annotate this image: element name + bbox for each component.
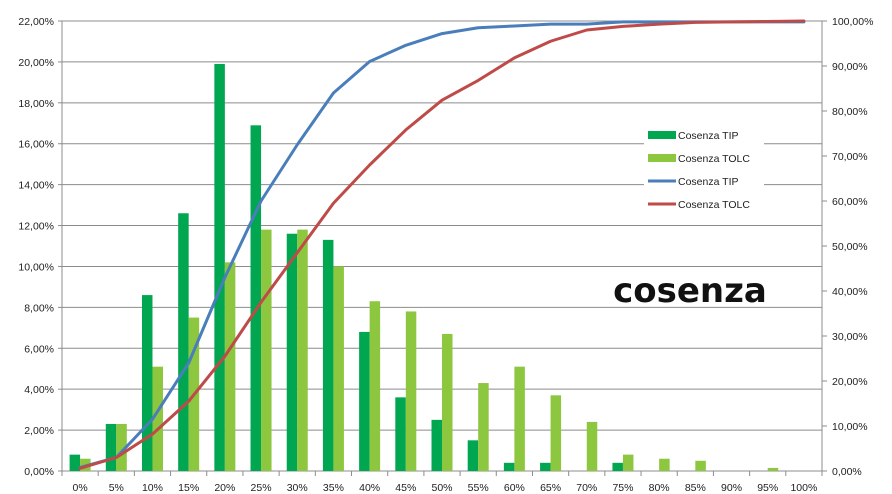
bar-tolc [586,421,598,471]
bar-tolc [695,460,706,471]
bar-tolc [550,395,562,471]
x-axis-tick-label: 10% [142,482,163,494]
x-axis-tick-label: 45% [395,482,416,494]
bar-tolc [116,423,127,471]
bar-tolc [442,333,453,471]
left-axis-tick-label: 10,00% [18,261,54,273]
bar-tip [141,295,153,471]
x-axis-tick-label: 25% [251,482,272,494]
x-axis-tick-label: 50% [431,482,452,494]
bar-tip [250,125,262,472]
x-axis-tick-label: 5% [109,482,124,494]
x-axis-tick-label: 40% [359,482,380,494]
bar-tip [359,331,370,471]
right-axis-tick-label: 70,00% [832,151,868,163]
x-axis-tick-label: 65% [540,482,561,494]
bar-tolc [261,229,272,471]
left-axis-tick-label: 2,00% [24,425,54,437]
right-axis-tick-label: 0,00% [832,466,862,478]
bar-tip [105,423,117,471]
right-axis-tick-label: 60,00% [832,196,868,208]
left-axis-tick-label: 20,00% [18,57,54,69]
bar-tolc [659,458,670,471]
bar-tip [322,239,334,471]
bar-tip [178,213,189,472]
left-axis-tick-label: 18,00% [18,98,54,110]
bar-tolc [514,366,525,471]
legend-swatch [648,131,676,139]
legend-label: Cosenza TOLC [678,153,750,165]
bar-tolc [224,262,236,471]
right-axis-tick-label: 90,00% [832,61,868,73]
bar-tolc [369,301,381,471]
bar-tip [214,63,225,472]
x-axis-tick-label: 60% [504,482,525,494]
bar-tolc [405,311,417,471]
right-axis-tick-label: 40,00% [832,286,868,298]
right-axis-tick-label: 100,00% [832,16,873,28]
line-tolc [78,19,806,470]
legend-label: Cosenza TIP [678,130,739,142]
x-axis-tick-label: 35% [323,482,344,494]
bar-tip [540,462,551,471]
right-axis-tick-label: 30,00% [832,331,868,343]
bar-tip [612,462,623,471]
left-axis-tick-label: 16,00% [18,139,54,151]
bar-tolc [333,266,344,471]
bar-tip [395,397,406,471]
x-axis-tick-label: 55% [468,482,489,494]
left-axis-tick-label: 22,00% [18,16,54,28]
x-axis-tick-label: 75% [612,482,633,494]
right-axis-tick-label: 80,00% [832,106,868,118]
bar-tip [286,233,298,471]
left-axis-tick-label: 0,00% [24,466,54,478]
legend-label: Cosenza TOLC [678,199,750,211]
x-axis-tick-label: 90% [721,482,742,494]
bar-tolc [622,454,634,471]
legend-label: Cosenza TIP [678,176,739,188]
right-axis-tick-label: 10,00% [832,421,868,433]
bar-tolc [478,383,489,471]
right-axis-tick-label: 50,00% [832,241,868,253]
left-axis-tick-label: 12,00% [18,221,54,233]
x-axis-tick-label: 95% [757,482,778,494]
x-axis-tick-label: 15% [178,482,199,494]
bar-tip [431,419,442,471]
bar-tolc [297,229,308,471]
x-axis-tick-label: 0% [73,482,88,494]
left-axis-tick-label: 6,00% [24,343,54,355]
left-axis-tick-label: 4,00% [24,384,54,396]
x-axis-tick-label: 70% [576,482,597,494]
left-axis-tick-label: 14,00% [18,180,54,192]
right-axis-tick-label: 20,00% [832,376,868,388]
left-axis-tick-label: 8,00% [24,302,54,314]
x-axis-tick-label: 85% [685,482,706,494]
bar-tolc [152,366,163,471]
x-axis-tick-label: 100% [790,482,817,494]
x-axis-tick-label: 30% [287,482,308,494]
legend-swatch [648,154,676,162]
bar-tip [69,454,81,471]
bar-tip [467,440,479,471]
overlay-label: cosenza [613,271,767,311]
x-axis-tick-label: 20% [214,482,235,494]
bar-tolc [767,467,779,471]
x-axis-tick-label: 80% [649,482,670,494]
bar-tip [503,462,515,471]
